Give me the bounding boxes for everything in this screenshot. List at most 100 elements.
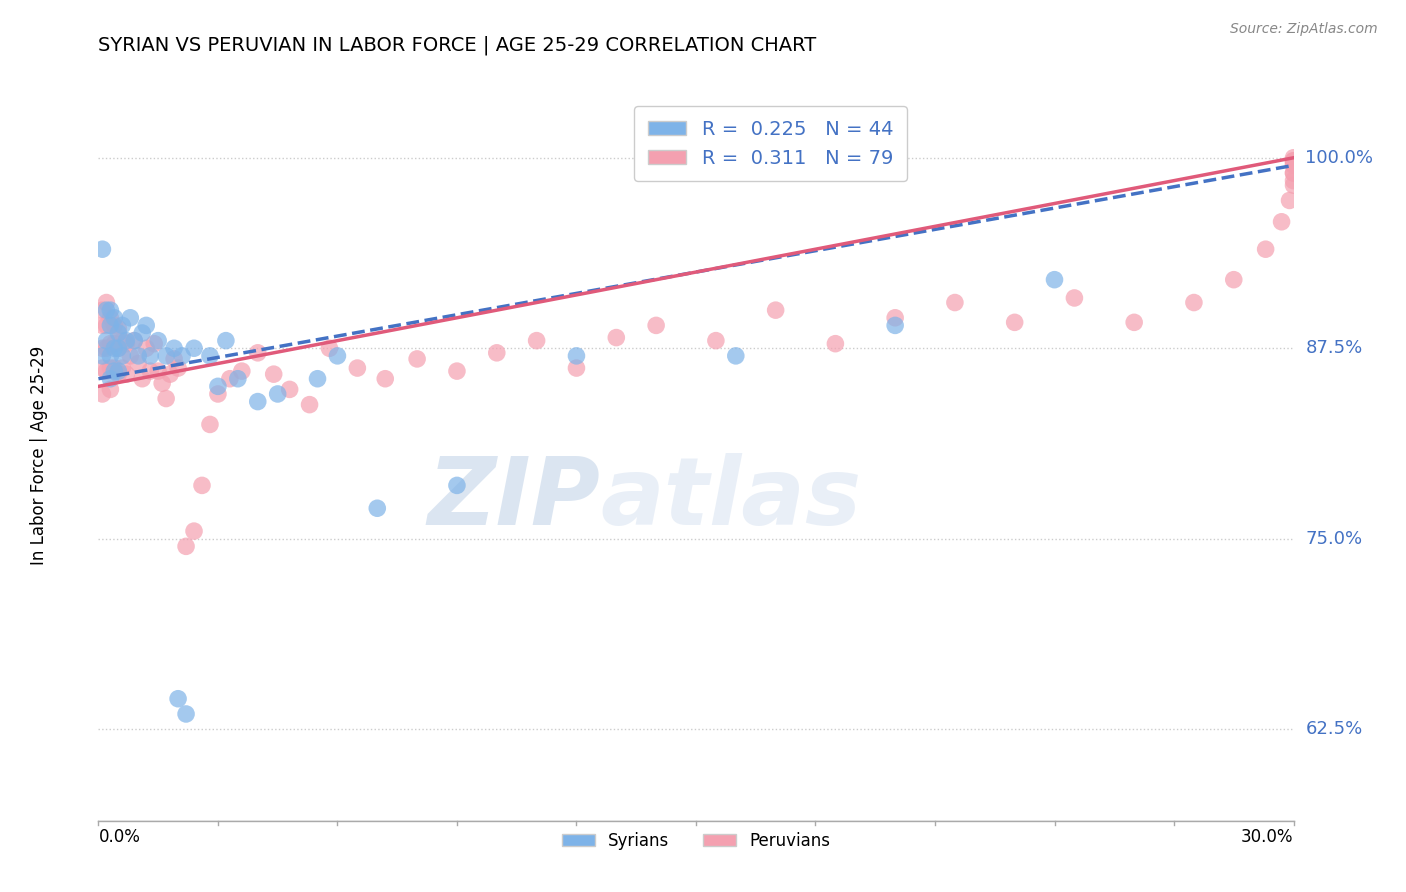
Point bbox=[96, 341, 118, 355]
Text: atlas: atlas bbox=[600, 453, 862, 545]
Point bbox=[246, 394, 269, 409]
Point bbox=[446, 478, 468, 492]
Point bbox=[155, 392, 177, 406]
Point bbox=[103, 341, 125, 355]
Point bbox=[98, 383, 122, 397]
Point bbox=[1282, 157, 1305, 171]
Point bbox=[198, 417, 221, 432]
Point bbox=[163, 351, 186, 366]
Point bbox=[605, 330, 627, 344]
Point bbox=[1004, 315, 1026, 329]
Point bbox=[103, 364, 125, 378]
Point bbox=[96, 364, 118, 378]
Point bbox=[96, 334, 118, 348]
Point bbox=[91, 361, 114, 376]
Point bbox=[91, 387, 114, 401]
Point bbox=[120, 349, 142, 363]
Point bbox=[148, 334, 170, 348]
Point bbox=[143, 336, 166, 351]
Point bbox=[107, 341, 129, 355]
Point bbox=[159, 367, 181, 381]
Text: ZIP: ZIP bbox=[427, 453, 600, 545]
Point bbox=[124, 334, 146, 348]
Point bbox=[96, 295, 118, 310]
Point bbox=[111, 318, 134, 333]
Point bbox=[174, 539, 197, 553]
Point bbox=[704, 334, 727, 348]
Point bbox=[115, 334, 138, 348]
Point bbox=[1254, 242, 1277, 256]
Point bbox=[167, 691, 190, 706]
Point bbox=[1282, 151, 1305, 165]
Point bbox=[139, 364, 162, 378]
Point bbox=[107, 341, 129, 355]
Point bbox=[115, 336, 138, 351]
Point bbox=[1282, 158, 1305, 172]
Point bbox=[366, 501, 388, 516]
Point bbox=[1282, 166, 1305, 180]
Point bbox=[374, 372, 396, 386]
Text: 0.0%: 0.0% bbox=[98, 829, 141, 847]
Text: 87.5%: 87.5% bbox=[1306, 339, 1362, 358]
Point bbox=[103, 336, 125, 351]
Point bbox=[1278, 194, 1301, 208]
Point bbox=[1282, 178, 1305, 193]
Text: 30.0%: 30.0% bbox=[1241, 829, 1294, 847]
Point bbox=[150, 376, 173, 391]
Point bbox=[127, 349, 149, 363]
Point bbox=[1063, 291, 1085, 305]
Point bbox=[1282, 173, 1305, 187]
Point bbox=[98, 349, 122, 363]
Point bbox=[98, 361, 122, 376]
Point bbox=[485, 346, 508, 360]
Point bbox=[103, 310, 125, 325]
Point bbox=[1282, 153, 1305, 168]
Point bbox=[565, 349, 588, 363]
Point bbox=[724, 349, 747, 363]
Point bbox=[645, 318, 668, 333]
Point bbox=[139, 349, 162, 363]
Point bbox=[96, 303, 118, 318]
Point bbox=[1282, 153, 1305, 168]
Point bbox=[148, 364, 170, 378]
Text: 100.0%: 100.0% bbox=[1306, 149, 1374, 167]
Point bbox=[174, 706, 197, 721]
Point bbox=[107, 367, 129, 381]
Point bbox=[326, 349, 349, 363]
Point bbox=[207, 387, 229, 401]
Point bbox=[824, 336, 846, 351]
Text: 75.0%: 75.0% bbox=[1306, 530, 1362, 548]
Point bbox=[884, 310, 907, 325]
Point bbox=[103, 318, 125, 333]
Point bbox=[91, 341, 114, 355]
Point bbox=[98, 372, 122, 386]
Point bbox=[1223, 273, 1246, 287]
Point bbox=[107, 326, 129, 340]
Point bbox=[124, 334, 146, 348]
Point bbox=[526, 334, 548, 348]
Point bbox=[346, 361, 368, 376]
Text: 62.5%: 62.5% bbox=[1306, 720, 1362, 739]
Point bbox=[98, 310, 122, 325]
Point bbox=[183, 524, 205, 538]
Point bbox=[107, 364, 129, 378]
Point bbox=[155, 349, 177, 363]
Point bbox=[163, 341, 186, 355]
Point bbox=[135, 341, 157, 355]
Point bbox=[278, 383, 301, 397]
Point bbox=[91, 349, 114, 363]
Point bbox=[91, 318, 114, 333]
Point bbox=[172, 349, 194, 363]
Text: In Labor Force | Age 25-29: In Labor Force | Age 25-29 bbox=[30, 345, 48, 565]
Point bbox=[215, 334, 238, 348]
Point bbox=[120, 310, 142, 325]
Point bbox=[765, 303, 787, 318]
Point bbox=[1182, 295, 1205, 310]
Point bbox=[96, 318, 118, 333]
Point bbox=[446, 364, 468, 378]
Point bbox=[107, 321, 129, 335]
Point bbox=[263, 367, 285, 381]
Point bbox=[231, 364, 253, 378]
Point bbox=[98, 336, 122, 351]
Point bbox=[111, 349, 134, 363]
